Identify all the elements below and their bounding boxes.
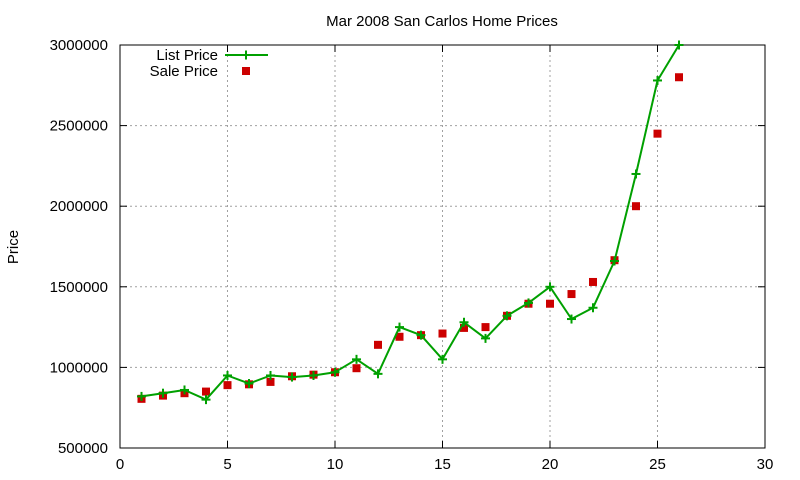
sale-price-point [675, 73, 683, 82]
sale-price-point [438, 329, 447, 338]
list-price-point [674, 40, 684, 50]
list-price-point [416, 330, 426, 340]
list-price-point [610, 256, 619, 266]
sale-price-point [653, 129, 662, 138]
y-tick-labels: 500000 1000000 1500000 2000000 2500000 300000… [50, 37, 108, 457]
list-price-point [137, 391, 146, 401]
sale-price-point [352, 364, 361, 373]
x-tick-label: 15 [434, 456, 451, 473]
series-sale-price [137, 73, 683, 403]
list-price-point [395, 322, 404, 332]
sale-price-point [567, 290, 576, 299]
list-price-point [352, 354, 361, 364]
series-list-price [137, 40, 684, 405]
legend-marker-sale-price [242, 67, 250, 75]
x-tick-label: 10 [327, 456, 344, 473]
list-price-point [631, 169, 641, 179]
x-tick-label: 5 [223, 456, 231, 473]
sale-price-point [481, 323, 490, 332]
list-price-point [481, 333, 490, 343]
list-price-point [287, 372, 297, 382]
sale-price-point [266, 377, 275, 386]
x-tick-label: 25 [649, 456, 666, 473]
sale-price-point [546, 299, 554, 308]
sale-price-point [223, 381, 232, 390]
list-price-point [545, 282, 555, 292]
list-price-point [502, 311, 512, 321]
list-price-point [223, 370, 232, 380]
list-price-point [180, 385, 189, 395]
legend-label-sale-price: Sale Price [150, 63, 218, 80]
list-price-point [438, 354, 447, 364]
legend-marker-list-price [241, 50, 251, 60]
list-price-point [524, 298, 533, 308]
sale-price-point [202, 387, 210, 396]
sale-price-point [395, 332, 404, 341]
list-price-point [459, 317, 469, 327]
series-layer [137, 40, 684, 405]
legend-label-list-price: List Price [156, 47, 218, 64]
list-price-point [653, 75, 662, 85]
y-tick-label: 2500000 [50, 118, 108, 135]
list-price-point [158, 388, 168, 398]
y-tick-label: 500000 [58, 440, 108, 457]
sale-price-point [632, 202, 640, 211]
y-tick-label: 2000000 [50, 198, 108, 215]
sale-price-point [374, 340, 382, 349]
x-tick-label: 30 [757, 456, 774, 473]
list-price-point [330, 367, 340, 377]
list-price-point [266, 370, 275, 380]
y-tick-label: 3000000 [50, 37, 108, 54]
list-price-point [567, 314, 576, 324]
x-tick-label: 20 [542, 456, 559, 473]
sale-price-point [460, 323, 468, 332]
list-price-point [588, 303, 598, 313]
legend-swatch-list-price [225, 50, 268, 60]
y-axis-label: Price [5, 230, 22, 264]
list-price-point [309, 370, 318, 380]
y-tick-label: 1000000 [50, 359, 108, 376]
grid [120, 45, 765, 448]
list-price-point [201, 395, 211, 405]
x-tick-labels: 0 5 10 15 20 25 30 [116, 456, 774, 473]
legend: List Price Sale Price [150, 47, 268, 80]
axis-ticks [119, 44, 766, 449]
chart-title: Mar 2008 San Carlos Home Prices [326, 13, 558, 30]
y-tick-label: 1500000 [50, 279, 108, 296]
list-price-point [244, 379, 254, 389]
list-price-line [141, 44, 680, 401]
sale-price-point [589, 277, 597, 286]
list-price-point [373, 369, 383, 379]
legend-swatch-sale-price [242, 67, 250, 75]
x-tick-label: 0 [116, 456, 124, 473]
